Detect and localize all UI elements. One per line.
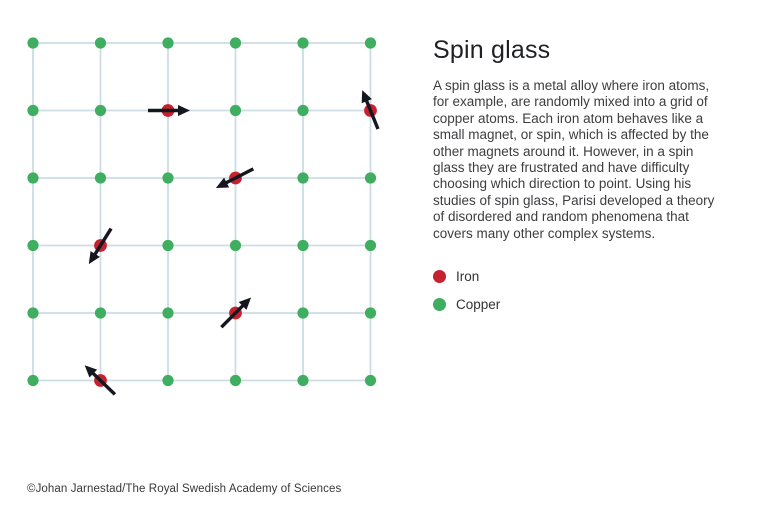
copper-atom bbox=[27, 37, 39, 49]
copper-atom bbox=[162, 374, 174, 387]
copper-atom bbox=[94, 37, 107, 49]
copper-atom bbox=[162, 239, 174, 252]
copper-atom bbox=[94, 172, 107, 184]
copper-atom bbox=[364, 239, 377, 252]
spin-arrow bbox=[84, 365, 117, 396]
copper-legend-dot bbox=[433, 298, 446, 312]
spin-arrow bbox=[220, 297, 252, 329]
copper-atom bbox=[94, 104, 107, 117]
copper-atom bbox=[27, 172, 39, 184]
legend: Iron Copper bbox=[433, 269, 727, 312]
copper-atom bbox=[297, 172, 309, 184]
credit-text: ©Johan Jarnestad/The Royal Swedish Acade… bbox=[27, 483, 342, 495]
page-title: Spin glass bbox=[433, 36, 551, 64]
copper-atom bbox=[297, 37, 309, 49]
copper-atom bbox=[94, 307, 107, 319]
copper-atom bbox=[27, 374, 39, 387]
iron-legend-dot bbox=[433, 270, 446, 284]
copper-atom bbox=[27, 239, 39, 252]
copper-atom bbox=[229, 37, 242, 49]
copper-atom bbox=[297, 374, 309, 387]
spin-arrow bbox=[215, 167, 255, 188]
spin-lattice-diagram bbox=[27, 37, 380, 396]
copper-atom bbox=[364, 374, 377, 387]
copper-atom bbox=[162, 37, 174, 49]
legend-label-iron: Iron bbox=[456, 269, 480, 285]
copper-atom bbox=[229, 104, 242, 117]
copper-atom bbox=[364, 172, 377, 184]
legend-label-copper: Copper bbox=[456, 297, 501, 313]
legend-item-copper: Copper bbox=[433, 297, 727, 312]
copper-atom bbox=[297, 239, 309, 252]
legend-item-iron: Iron bbox=[433, 269, 727, 284]
copper-atom bbox=[229, 239, 242, 252]
spin-arrow bbox=[361, 90, 380, 130]
copper-atom bbox=[297, 104, 309, 117]
copper-atom bbox=[364, 307, 377, 319]
text-panel: Spin glass A spin glass is a metal alloy… bbox=[433, 36, 727, 325]
copper-atom bbox=[297, 307, 309, 319]
copper-atom bbox=[162, 307, 174, 319]
copper-atom bbox=[27, 104, 39, 117]
spin-arrow bbox=[148, 105, 190, 116]
copper-atom bbox=[27, 307, 39, 319]
spin-arrow bbox=[88, 227, 113, 265]
copper-atom bbox=[162, 172, 174, 184]
copper-atom bbox=[364, 37, 377, 49]
description-text: A spin glass is a metal alloy where iron… bbox=[433, 78, 715, 241]
copper-atom bbox=[229, 374, 242, 387]
